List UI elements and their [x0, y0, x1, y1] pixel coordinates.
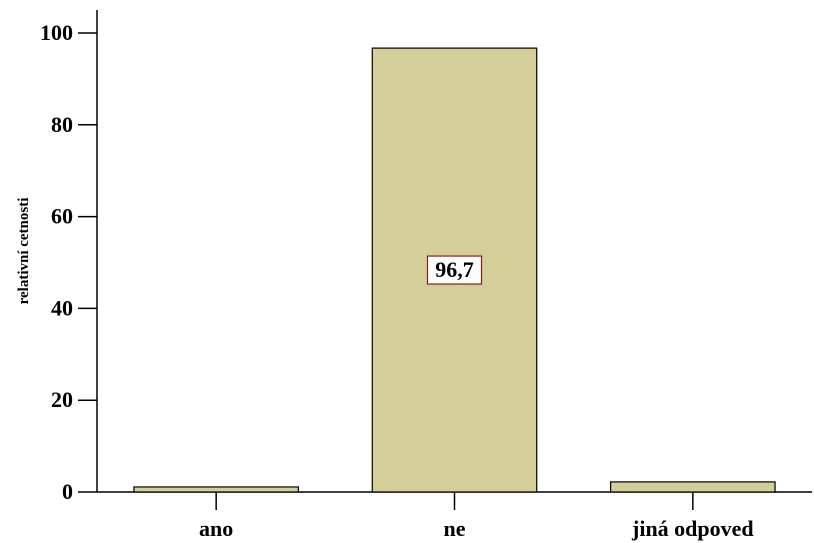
x-tick-label: jiná odpoved: [631, 516, 754, 541]
bar-jiná-odpoved: [610, 481, 776, 493]
y-axis-title: relativní cetnosti: [16, 198, 32, 305]
y-tick-label: 80: [51, 112, 73, 137]
y-tick-label: 20: [51, 387, 73, 412]
y-tick-label: 40: [51, 295, 73, 320]
x-axis: ano ne jiná odpoved: [97, 491, 812, 541]
x-tick-label: ano: [199, 516, 233, 541]
y-tick-label: 60: [51, 204, 73, 229]
y-axis: 0 20 40 60 80 100: [40, 10, 98, 504]
y-tick-label: 100: [40, 20, 73, 45]
x-tick-label: ne: [444, 516, 466, 541]
bars: [133, 47, 776, 493]
y-tick-label: 0: [62, 479, 73, 504]
data-labels: 96,7: [426, 255, 483, 285]
bar-ano: [133, 486, 299, 493]
data-label-text: 96,7: [435, 257, 474, 282]
data-label-box: [426, 255, 483, 285]
